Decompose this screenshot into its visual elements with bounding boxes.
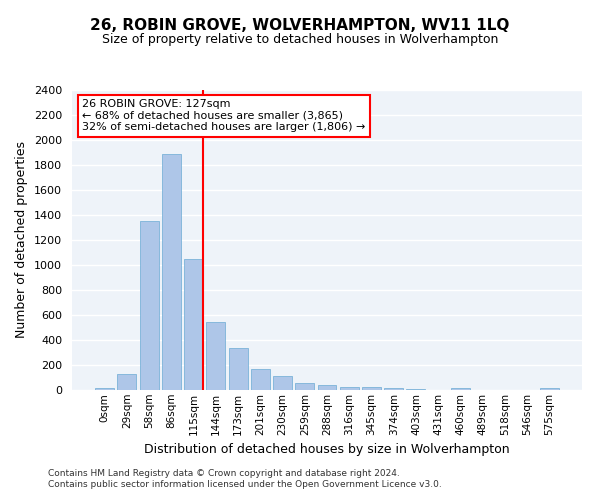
Bar	[340, 386, 359, 390]
Bar	[206, 322, 225, 390]
Bar	[362, 387, 381, 390]
Text: 26 ROBIN GROVE: 127sqm
← 68% of detached houses are smaller (3,865)
32% of semi-: 26 ROBIN GROVE: 127sqm ← 68% of detached…	[82, 99, 365, 132]
Text: Contains public sector information licensed under the Open Government Licence v3: Contains public sector information licen…	[48, 480, 442, 489]
Bar	[95, 388, 114, 390]
Bar	[118, 374, 136, 390]
Bar	[317, 385, 337, 390]
Y-axis label: Number of detached properties: Number of detached properties	[16, 142, 28, 338]
Bar	[295, 382, 314, 390]
Text: Contains HM Land Registry data © Crown copyright and database right 2024.: Contains HM Land Registry data © Crown c…	[48, 468, 400, 477]
Bar	[140, 221, 158, 390]
X-axis label: Distribution of detached houses by size in Wolverhampton: Distribution of detached houses by size …	[144, 443, 510, 456]
Text: Size of property relative to detached houses in Wolverhampton: Size of property relative to detached ho…	[102, 32, 498, 46]
Bar	[451, 388, 470, 390]
Text: 26, ROBIN GROVE, WOLVERHAMPTON, WV11 1LQ: 26, ROBIN GROVE, WOLVERHAMPTON, WV11 1LQ	[91, 18, 509, 32]
Bar	[251, 370, 270, 390]
Bar	[384, 388, 403, 390]
Bar	[273, 376, 292, 390]
Bar	[540, 388, 559, 390]
Bar	[184, 260, 203, 390]
Bar	[162, 154, 181, 390]
Bar	[229, 348, 248, 390]
